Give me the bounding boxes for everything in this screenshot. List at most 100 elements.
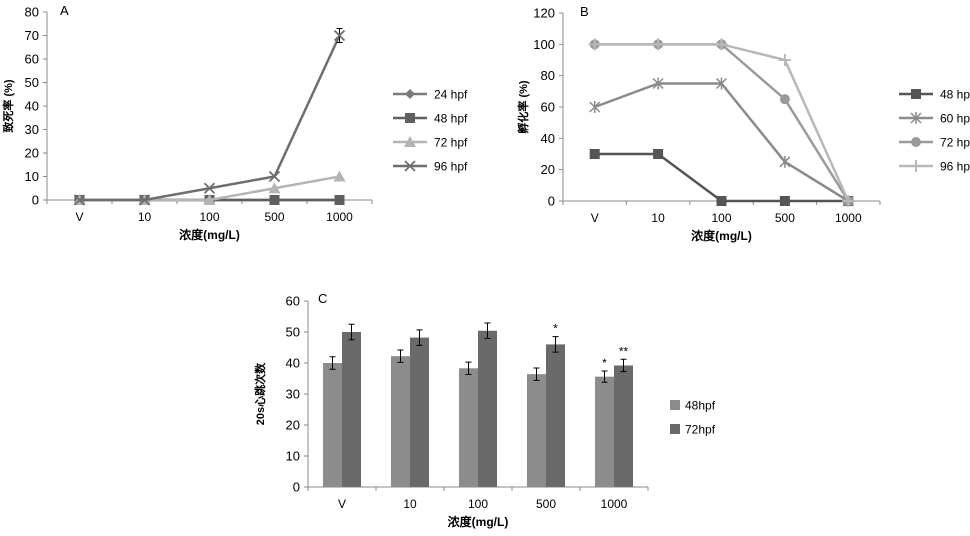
x-tick-label: 10 — [403, 497, 417, 511]
legend-label: 24 hpf — [434, 88, 468, 102]
y-tick-label: 80 — [541, 68, 555, 83]
legend-entry: 24 hpf — [393, 88, 468, 102]
y-tick-label: 80 — [25, 5, 39, 20]
y-tick-label: 20 — [25, 146, 39, 161]
legend-marker — [405, 113, 415, 123]
x-tick-label: 10 — [651, 211, 665, 225]
series-72hpf: *** — [342, 322, 633, 487]
bar — [595, 377, 614, 487]
legend-entry: 96 hpf — [393, 160, 468, 174]
legend-entry: 96 hpf — [899, 160, 970, 174]
x-axis-title: 浓度(mg/L) — [448, 514, 509, 529]
y-tick-label: 50 — [286, 325, 300, 340]
legend-marker — [911, 137, 921, 147]
y-tick-label: 40 — [25, 99, 39, 114]
x-tick-label: 1000 — [601, 497, 628, 511]
chart-panel-a: 01020304050607080V101005001000A浓度(mg/L)致… — [1, 3, 468, 242]
bar — [391, 356, 410, 487]
y-tick-label: 30 — [25, 122, 39, 137]
y-axis-title: 20s心跳次数 — [253, 362, 267, 425]
legend-label: 96 hpf — [434, 160, 468, 174]
data-point — [270, 195, 280, 205]
bar — [478, 331, 497, 487]
x-tick-label: 1000 — [326, 210, 353, 224]
legend-label: 48 hpf — [940, 88, 970, 102]
legend-swatch — [670, 400, 680, 410]
legend-entry: 60 hpf — [899, 112, 970, 126]
bar — [342, 332, 361, 487]
legend-label: 60 hpf — [940, 112, 970, 126]
y-tick-label: 70 — [25, 28, 39, 43]
data-point — [717, 196, 727, 206]
x-tick-label: 500 — [536, 497, 556, 511]
series-96hpf — [75, 28, 345, 205]
legend-label: 48 hpf — [434, 112, 468, 126]
legend-marker — [910, 160, 922, 172]
legend-label: 96 hpf — [940, 160, 970, 174]
series-60hpf — [590, 78, 854, 208]
bar — [459, 368, 478, 487]
series-96hpf — [589, 38, 855, 207]
chart-panel-c: 0102030405060V101005001000C浓度(mg/L)20s心跳… — [253, 291, 716, 529]
x-tick-label: 500 — [264, 210, 284, 224]
y-tick-label: 0 — [32, 193, 39, 208]
y-tick-label: 20 — [286, 418, 300, 433]
legend-entry: 48hpf — [670, 399, 716, 413]
legend-marker — [911, 89, 921, 99]
y-axis-title: 孵化率 (%) — [516, 80, 530, 133]
data-point — [653, 149, 663, 159]
legend-entry: 48 hpf — [899, 88, 970, 102]
x-tick-label: 1000 — [835, 211, 862, 225]
y-tick-label: 50 — [25, 75, 39, 90]
legend-entry: 72 hpf — [393, 136, 468, 150]
significance-marker: * — [602, 356, 607, 370]
data-point — [652, 38, 664, 50]
panel-label: C — [318, 291, 327, 306]
data-point — [589, 38, 601, 50]
bar — [410, 338, 429, 487]
y-tick-label: 60 — [541, 100, 555, 115]
data-point — [590, 149, 600, 159]
x-tick-label: 100 — [711, 211, 731, 225]
figure: 01020304050607080V101005001000A浓度(mg/L)致… — [0, 0, 970, 536]
y-tick-label: 0 — [293, 480, 300, 495]
data-point — [780, 196, 790, 206]
legend-label: 72 hpf — [940, 136, 970, 150]
y-tick-label: 0 — [548, 194, 555, 209]
y-tick-label: 10 — [286, 449, 300, 464]
legend-entry: 48 hpf — [393, 112, 468, 126]
y-tick-label: 100 — [533, 37, 555, 52]
panel-label: A — [60, 3, 69, 18]
y-tick-label: 10 — [25, 169, 39, 184]
bar — [527, 374, 546, 487]
y-tick-label: 20 — [541, 162, 555, 177]
legend-marker — [405, 89, 415, 99]
data-point — [780, 94, 790, 104]
x-tick-label: 100 — [199, 210, 219, 224]
bar — [323, 363, 342, 487]
y-axis-title: 致死率 (%) — [1, 79, 15, 132]
data-point — [335, 195, 345, 205]
x-tick-label: V — [338, 497, 346, 511]
legend-entry: 72 hpf — [899, 136, 970, 150]
x-tick-label: 500 — [775, 211, 795, 225]
y-tick-label: 40 — [541, 131, 555, 146]
panel-label: B — [580, 4, 589, 19]
x-tick-label: 10 — [138, 210, 152, 224]
y-tick-label: 120 — [533, 6, 555, 21]
chart-panel-b: 0 20 40 60 80 100 120 V 10 100 500 1000 B 浓度(mg/L) 孵化率… — [516, 4, 970, 243]
legend-label: 72 hpf — [434, 136, 468, 150]
y-tick-label: 60 — [286, 294, 300, 309]
x-tick-label: V — [75, 210, 83, 224]
bar — [614, 365, 633, 487]
x-axis-title: 浓度(mg/L) — [691, 228, 752, 243]
legend-label: 48hpf — [685, 399, 716, 413]
y-tick-label: 40 — [286, 356, 300, 371]
series-line — [80, 36, 340, 201]
x-tick-label: V — [591, 211, 599, 225]
series-48hpf: * — [323, 350, 614, 487]
bar — [546, 344, 565, 487]
legend-label: 72hpf — [685, 423, 716, 437]
data-point — [779, 54, 791, 66]
significance-marker: ** — [619, 344, 629, 358]
